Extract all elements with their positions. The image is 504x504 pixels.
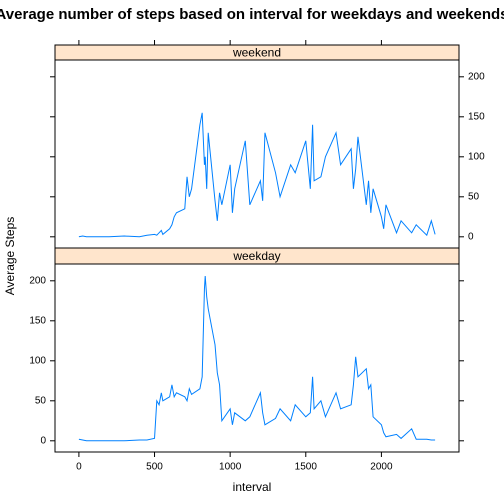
y-tick-label: 150: [29, 315, 46, 326]
x-tick-label: 500: [146, 462, 163, 473]
y-tick-label: 0: [40, 435, 46, 446]
chart-title: Average number of steps based on interva…: [0, 6, 504, 23]
x-tick-label: 1000: [219, 462, 242, 473]
strip-label: weekday: [232, 249, 280, 263]
data-line: [78, 275, 436, 442]
y-tick-label: 100: [29, 355, 46, 366]
x-tick-label: 1500: [295, 462, 318, 473]
data-line: [78, 112, 436, 238]
x-tick-label: 0: [76, 462, 82, 473]
y-tick-label: 200: [29, 275, 46, 286]
strip-label: weekend: [232, 46, 281, 60]
panel-border: [54, 263, 460, 453]
x-tick-label: 2000: [370, 462, 393, 473]
x-axis-label: interval: [233, 480, 272, 494]
panel-border: [54, 59, 460, 249]
y-axis-label: Average Steps: [3, 217, 17, 296]
y-tick-label: 150: [468, 111, 485, 122]
y-tick-label: 50: [468, 191, 480, 202]
y-tick-label: 50: [35, 395, 47, 406]
y-tick-label: 100: [468, 151, 485, 162]
y-tick-label: 200: [468, 71, 485, 82]
y-tick-label: 0: [468, 231, 474, 242]
